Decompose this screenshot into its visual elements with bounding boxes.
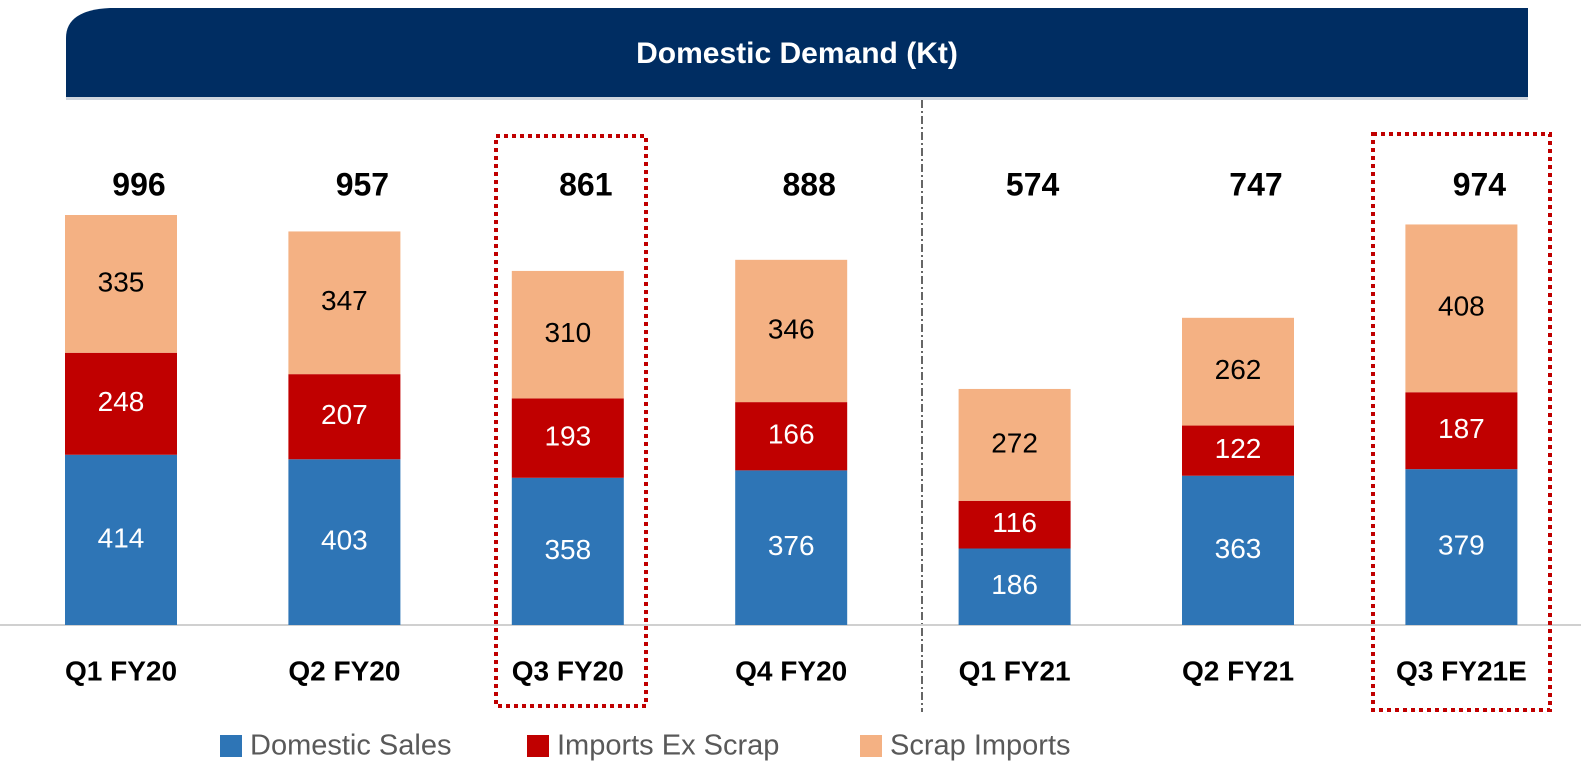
bar-segment bbox=[511, 398, 624, 478]
x-tick-label: Q4 FY20 bbox=[735, 655, 847, 686]
bar-segment bbox=[1182, 317, 1294, 426]
legend-label: Scrap Imports bbox=[890, 730, 1071, 762]
total-label: 861 bbox=[559, 166, 612, 202]
x-tick-label: Q3 FY21E bbox=[1396, 655, 1527, 686]
segment-label: 347 bbox=[321, 285, 368, 316]
segment-label: 272 bbox=[991, 427, 1038, 458]
total-label: 747 bbox=[1229, 166, 1282, 202]
segment-label: 207 bbox=[321, 399, 368, 430]
bar-segment bbox=[288, 231, 401, 375]
legend-swatch bbox=[220, 735, 242, 757]
segment-label: 116 bbox=[992, 507, 1037, 538]
x-tick-label: Q3 FY20 bbox=[512, 655, 624, 686]
segment-label: 122 bbox=[1215, 433, 1262, 464]
x-tick-label: Q1 FY21 bbox=[959, 655, 1071, 686]
segment-label: 193 bbox=[544, 420, 591, 451]
segment-label: 376 bbox=[768, 530, 815, 561]
segment-label: 363 bbox=[1215, 533, 1262, 564]
bar-segment bbox=[65, 215, 177, 353]
bar-segment bbox=[1405, 392, 1518, 470]
legend-label: Imports Ex Scrap bbox=[557, 730, 779, 762]
bar-segment bbox=[1182, 425, 1294, 476]
highlight-box bbox=[494, 134, 648, 708]
total-label: 574 bbox=[1006, 166, 1060, 202]
segment-label: 346 bbox=[768, 313, 815, 344]
header-band bbox=[66, 8, 1528, 97]
bar-segment bbox=[958, 548, 1071, 625]
segment-label: 187 bbox=[1438, 413, 1485, 444]
bar-segment bbox=[958, 388, 1071, 501]
segment-label: 335 bbox=[98, 266, 145, 297]
bar-segment bbox=[958, 500, 1071, 549]
segment-label: 166 bbox=[768, 419, 815, 450]
segment-label: 414 bbox=[98, 522, 145, 553]
total-label: 974 bbox=[1453, 166, 1507, 202]
bar-segment bbox=[288, 459, 401, 625]
chart-title: Domestic Demand (Kt) bbox=[636, 37, 958, 70]
total-label: 957 bbox=[336, 166, 389, 202]
bar-segment bbox=[1182, 475, 1294, 625]
segment-label: 408 bbox=[1438, 291, 1485, 322]
bar-segment bbox=[288, 374, 401, 460]
x-tick-label: Q2 FY21 bbox=[1182, 655, 1294, 686]
bar-segment bbox=[511, 477, 624, 625]
bar-segment bbox=[1405, 224, 1518, 393]
bar-segment bbox=[65, 352, 177, 455]
bar-segment bbox=[735, 402, 848, 471]
segment-label: 186 bbox=[991, 569, 1038, 600]
bar-segment bbox=[735, 259, 848, 403]
segment-label: 248 bbox=[98, 386, 145, 417]
bar-segment bbox=[735, 470, 848, 625]
bar-segment bbox=[65, 454, 177, 625]
segment-label: 310 bbox=[544, 317, 591, 348]
segment-label: 379 bbox=[1438, 529, 1485, 560]
legend-label: Domestic Sales bbox=[250, 730, 451, 762]
highlight-box bbox=[1371, 132, 1552, 712]
total-label: 888 bbox=[783, 166, 836, 202]
total-label: 996 bbox=[112, 166, 165, 202]
segment-label: 262 bbox=[1215, 354, 1262, 385]
bar-segment bbox=[1405, 469, 1518, 625]
x-tick-label: Q1 FY20 bbox=[65, 655, 177, 686]
legend-swatch bbox=[527, 735, 549, 757]
segment-label: 358 bbox=[544, 534, 591, 565]
legend-swatch bbox=[860, 735, 882, 757]
x-tick-label: Q2 FY20 bbox=[288, 655, 400, 686]
bar-segment bbox=[511, 270, 624, 399]
segment-label: 403 bbox=[321, 525, 368, 556]
